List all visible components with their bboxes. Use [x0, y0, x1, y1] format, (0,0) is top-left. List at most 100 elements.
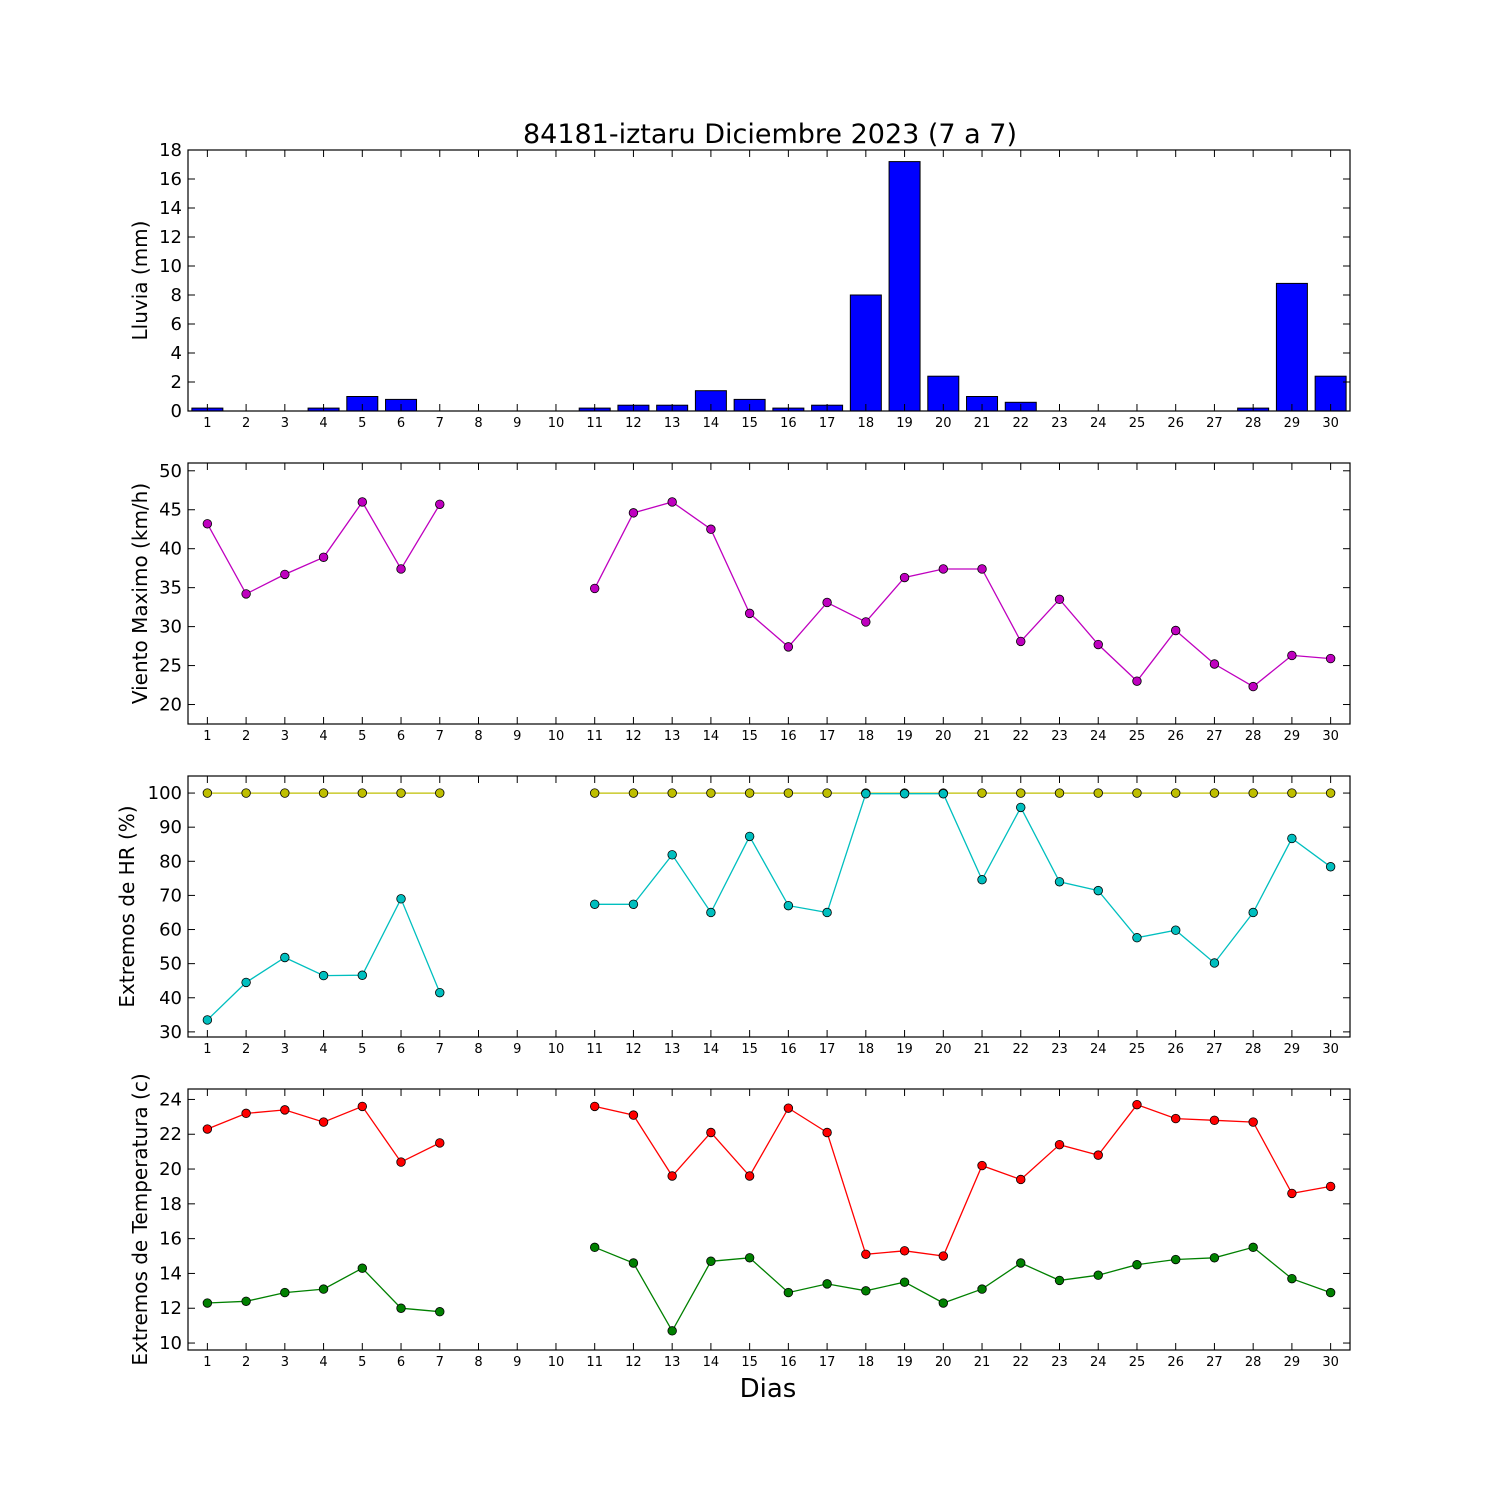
- x-tick-label: 28: [1245, 1355, 1262, 1370]
- series-2-point-day-2: [241, 1296, 251, 1306]
- x-tick-label: 9: [513, 416, 521, 431]
- series-1-point-day-14: [706, 788, 716, 798]
- series-1-point-day-21: [977, 788, 987, 798]
- series-1-point-day-29: [1287, 788, 1297, 798]
- x-tick-label: 26: [1167, 1355, 1184, 1370]
- x-tick-label: 17: [819, 416, 836, 431]
- x-tick-label: 16: [780, 1355, 797, 1370]
- series-2-point-day-21: [977, 875, 987, 885]
- x-tick-label: 23: [1051, 1042, 1068, 1057]
- x-tick-label: 7: [436, 729, 444, 744]
- x-tick-label: 22: [1012, 729, 1029, 744]
- series-2-point-day-30: [1325, 1287, 1336, 1298]
- x-tick-label: 11: [586, 1355, 603, 1370]
- y-tick-label: 30: [159, 1022, 182, 1043]
- x-tick-label: 30: [1322, 729, 1339, 744]
- series-2-point-day-4: [318, 970, 329, 981]
- series-2-point-day-21: [977, 1284, 987, 1294]
- y-tick-label: 18: [159, 140, 182, 161]
- x-tick-label: 13: [664, 1042, 681, 1057]
- series-2-point-day-25: [1132, 1260, 1142, 1270]
- x-tick-label: 21: [974, 729, 991, 744]
- series-1-point-day-19: [899, 572, 910, 583]
- x-tick-label: 28: [1245, 1042, 1262, 1057]
- series-1-point-day-15: [744, 608, 755, 619]
- series-1-point-day-3: [280, 1105, 290, 1115]
- series-1-line-segment-2: [594, 1103, 1331, 1257]
- x-tick-label: 11: [586, 416, 603, 431]
- series-2-point-day-28: [1248, 907, 1258, 918]
- x-tick-label: 20: [935, 1042, 952, 1057]
- x-tick-label: 27: [1206, 729, 1223, 744]
- x-tick-label: 10: [548, 416, 565, 431]
- series-1-point-day-7: [435, 1138, 445, 1148]
- x-tick-label: 2: [242, 1042, 250, 1057]
- series-1-point-day-5: [357, 497, 368, 507]
- x-tick-label: 8: [474, 729, 482, 744]
- series-1-point-day-19: [899, 1246, 910, 1256]
- x-tick-label: 14: [703, 1042, 720, 1057]
- x-tick-label: 30: [1322, 416, 1339, 431]
- y-tick-label: 16: [159, 1229, 182, 1250]
- series-2-point-day-3: [280, 1287, 290, 1298]
- x-tick-label: 18: [858, 416, 875, 431]
- y-tick-label: 0: [171, 401, 182, 422]
- x-tick-label: 24: [1090, 416, 1107, 431]
- series-1-point-day-4: [318, 552, 329, 562]
- series-2-point-day-1: [202, 1298, 213, 1308]
- series-2-point-day-22: [1016, 1258, 1026, 1268]
- series-2-point-day-28: [1248, 1242, 1258, 1253]
- series-2-point-day-23: [1054, 1275, 1065, 1286]
- series-2-point-day-11: [590, 1242, 600, 1253]
- series-2-line-segment-2: [594, 1246, 1331, 1333]
- bar-day-29: [1275, 282, 1308, 412]
- series-2-point-day-18: [861, 789, 871, 799]
- y-tick-label: 12: [159, 227, 182, 248]
- x-tick-label: 5: [358, 1042, 366, 1057]
- series-1-point-day-6: [396, 788, 406, 798]
- series-2-point-day-17: [822, 907, 832, 918]
- series-2-point-day-14: [706, 1256, 716, 1266]
- series-2-point-day-13: [667, 1326, 677, 1336]
- x-tick-label: 21: [974, 416, 991, 431]
- series-2-point-day-5: [357, 1263, 368, 1273]
- x-tick-label: 25: [1129, 416, 1146, 431]
- series-2-point-day-30: [1325, 862, 1336, 872]
- y-axis-label: Extremos de HR (%): [115, 805, 139, 1007]
- x-tick-label: 2: [242, 1355, 250, 1370]
- x-tick-label: 26: [1167, 729, 1184, 744]
- x-tick-label: 8: [474, 416, 482, 431]
- series-1-point-day-27: [1209, 788, 1220, 798]
- x-tick-label: 30: [1322, 1355, 1339, 1370]
- series-2-point-day-4: [318, 1284, 329, 1294]
- series-1-point-day-24: [1093, 1150, 1103, 1160]
- bar-day-19: [888, 161, 921, 412]
- y-tick-label: 14: [159, 1263, 182, 1284]
- series-1-point-day-27: [1209, 1115, 1220, 1126]
- x-tick-label: 17: [819, 1355, 836, 1370]
- x-tick-label: 24: [1090, 1355, 1107, 1370]
- series-1-point-day-12: [628, 1110, 639, 1120]
- bar-day-18: [849, 294, 882, 412]
- x-tick-label: 23: [1051, 416, 1068, 431]
- series-1-point-day-2: [241, 788, 251, 798]
- series-1-point-day-6: [396, 1157, 406, 1167]
- series-1-line-segment-2: [594, 501, 1331, 688]
- x-tick-label: 13: [664, 416, 681, 431]
- y-tick-label: 20: [159, 1159, 182, 1180]
- series-1-point-day-15: [744, 1171, 755, 1181]
- x-tick-label: 29: [1284, 1355, 1301, 1370]
- series-2-point-day-29: [1287, 833, 1297, 844]
- x-tick-label: 19: [896, 1042, 913, 1057]
- series-1-point-day-13: [667, 788, 677, 798]
- series-2-point-day-6: [396, 1303, 406, 1313]
- x-tick-label: 25: [1129, 1355, 1146, 1370]
- x-tick-label: 9: [513, 1355, 521, 1370]
- series-1-line-segment-1: [206, 500, 441, 595]
- y-axis-label: Viento Maximo (km/h): [128, 483, 152, 704]
- x-tick-label: 10: [548, 1355, 565, 1370]
- series-1-point-day-29: [1287, 1188, 1297, 1199]
- x-tick-label: 7: [436, 416, 444, 431]
- series-1-point-day-25: [1132, 1099, 1142, 1110]
- series-1-point-day-1: [202, 1124, 213, 1134]
